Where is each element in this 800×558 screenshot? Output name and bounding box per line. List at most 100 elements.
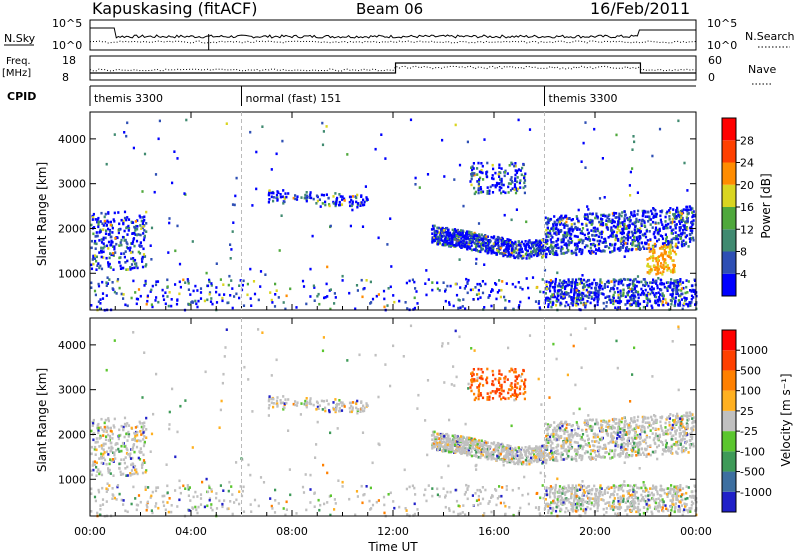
range-gate-cell-614 — [112, 487, 114, 490]
range-gate-cell-291 — [617, 294, 619, 297]
range-gate-cell-2103 — [531, 245, 533, 248]
range-gate-cell-1259 — [545, 229, 547, 232]
range-gate-cell-2993 — [672, 264, 674, 267]
range-gate-cell-2215 — [534, 249, 536, 252]
range-gate-cell-2083 — [691, 211, 693, 214]
range-gate-cell-1918 — [666, 211, 668, 214]
range-gate-cell-1907 — [561, 246, 563, 249]
range-gate-cell-975 — [621, 417, 623, 420]
range-gate-cell-241 — [99, 231, 101, 234]
range-gate-cell-2071 — [443, 235, 445, 238]
range-gate-cell-666 — [564, 511, 566, 514]
range-gate-cell-2338 — [519, 186, 521, 189]
range-gate-cell-2145 — [594, 217, 596, 220]
range-gate-cell-2554 — [609, 290, 611, 293]
range-gate-cell-91 — [118, 438, 120, 441]
range-gate-cell-77 — [112, 474, 114, 477]
range-gate-cell-2279 — [438, 240, 440, 243]
range-gate-cell-499 — [168, 511, 170, 514]
range-gate-cell-106 — [127, 474, 129, 477]
range-gate-cell-240 — [142, 256, 144, 259]
range-gate-cell-472 — [271, 507, 273, 510]
cpid-segment-label-2: themis 3300 — [549, 92, 618, 105]
range-gate-cell-292 — [194, 300, 196, 303]
range-gate-cell-2182 — [483, 241, 485, 244]
range-gate-cell-2843 — [632, 280, 634, 283]
range-gate-cell-1977 — [473, 242, 475, 245]
range-gate-cell-522 — [392, 500, 394, 503]
range-gate-cell-378 — [117, 484, 119, 487]
range-gate-cell-532 — [208, 281, 210, 284]
range-gate-cell-432 — [543, 291, 545, 294]
range-gate-cell-789 — [272, 192, 274, 195]
range-gate-cell-2428 — [524, 173, 526, 176]
range-gate-cell-108 — [136, 240, 138, 243]
range-gate-cell-2448 — [683, 297, 685, 300]
range-gate-cell-2791 — [662, 304, 664, 307]
range-gate-cell-1201 — [659, 215, 661, 218]
range-gate-cell-3133 — [453, 178, 455, 181]
range-gate-cell-2491 — [667, 289, 669, 292]
range-gate-cell-528 — [295, 512, 297, 515]
range-gate-cell-485 — [482, 280, 484, 283]
range-gate-cell-2920 — [597, 290, 599, 293]
range-gate-cell-381 — [179, 487, 181, 490]
range-gate-cell-529 — [150, 495, 152, 498]
range-gate-cell-2394 — [492, 174, 494, 177]
range-gate-cell-15 — [139, 224, 141, 227]
range-gate-cell-1870 — [636, 238, 638, 241]
range-gate-cell-7 — [133, 473, 135, 476]
range-gate-cell-505 — [229, 500, 231, 503]
range-gate-cell-144 — [102, 228, 104, 231]
range-gate-cell-602 — [136, 504, 138, 507]
range-gate-cell-106 — [127, 268, 129, 271]
range-gate-cell-1013 — [616, 231, 618, 234]
range-gate-cell-1374 — [653, 437, 655, 440]
range-gate-cell-495 — [498, 485, 500, 488]
range-gate-cell-658 — [210, 300, 212, 303]
range-gate-cell-488 — [195, 303, 197, 306]
range-gate-cell-3086 — [472, 298, 474, 301]
range-gate-cell-1595 — [553, 215, 555, 218]
range-gate-cell-375 — [508, 506, 510, 509]
range-gate-cell-3171 — [144, 153, 146, 156]
range-gate-cell-2016 — [661, 223, 663, 226]
range-gate-cell-248 — [142, 225, 144, 228]
range-gate-cell-257 — [133, 451, 135, 454]
range-gate-cell-628 — [479, 296, 481, 299]
range-gate-cell-3079 — [375, 148, 377, 151]
range-gate-cell-569 — [388, 493, 390, 496]
range-gate-cell-2212 — [557, 243, 559, 246]
range-gate-cell-2883 — [655, 296, 657, 299]
range-gate-cell-2685 — [646, 304, 648, 307]
range-gate-cell-195 — [95, 474, 97, 477]
range-gate-cell-288 — [196, 512, 198, 515]
range-gate-cell-3145 — [117, 211, 119, 214]
range-gate-cell-2784 — [570, 291, 572, 294]
range-gate-cell-500 — [146, 303, 148, 306]
range-gate-cell-2834 — [599, 283, 601, 286]
range-gate-cell-200 — [107, 247, 109, 250]
range-gate-cell-435 — [490, 305, 492, 308]
range-gate-cell-366 — [453, 511, 455, 514]
range-gate-cell-493 — [220, 278, 222, 281]
range-gate-cell-1374 — [653, 231, 655, 234]
range-gate-cell-633 — [361, 279, 363, 282]
range-gate-cell-1069 — [598, 441, 600, 444]
range-gate-cell-600 — [620, 290, 622, 293]
range-gate-cell-2978 — [657, 262, 659, 265]
range-gate-cell-2102 — [617, 238, 619, 241]
range-gate-cell-2235 — [607, 220, 609, 223]
range-gate-cell-2898 — [588, 294, 590, 297]
range-gate-cell-337 — [370, 281, 372, 284]
range-gate-cell-797 — [336, 197, 338, 200]
range-gate-cell-1659 — [681, 418, 683, 421]
range-gate-cell-2224 — [433, 239, 435, 242]
range-gate-cell-237 — [139, 245, 141, 248]
range-gate-cell-558 — [536, 286, 538, 289]
range-gate-cell-1828 — [577, 245, 579, 248]
range-gate-cell-26 — [128, 229, 130, 232]
range-gate-cell-1448 — [624, 217, 626, 220]
range-gate-cell-459 — [223, 499, 225, 502]
range-gate-cell-2906 — [676, 289, 678, 292]
